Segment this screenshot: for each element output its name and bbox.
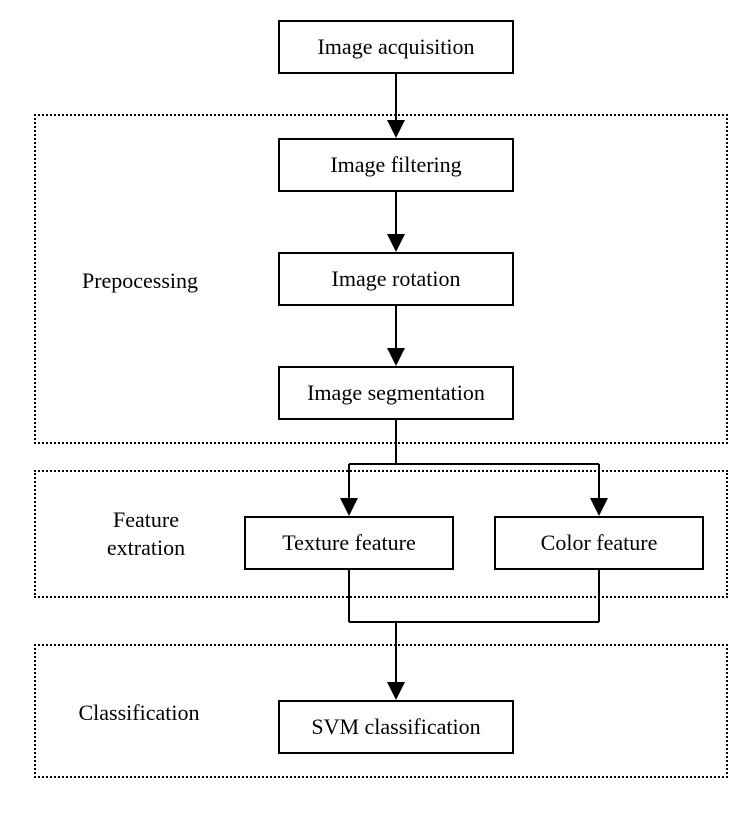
node-texture-feature: Texture feature [244,516,454,570]
node-image-rotation: Image rotation [278,252,514,306]
node-svm-classification: SVM classification [278,700,514,754]
node-color-feature: Color feature [494,516,704,570]
label-feature-line2: extration [107,535,185,560]
flowchart-canvas: Prepocessing Feature extration Classific… [0,0,749,816]
node-image-filtering: Image filtering [278,138,514,192]
label-feature-extraction: Feature extration [66,506,226,561]
label-preprocessing: Prepocessing [60,268,220,294]
label-feature-line1: Feature [113,507,179,532]
node-image-segmentation: Image segmentation [278,366,514,420]
label-classification: Classification [54,700,224,726]
node-image-acquisition: Image acquisition [278,20,514,74]
